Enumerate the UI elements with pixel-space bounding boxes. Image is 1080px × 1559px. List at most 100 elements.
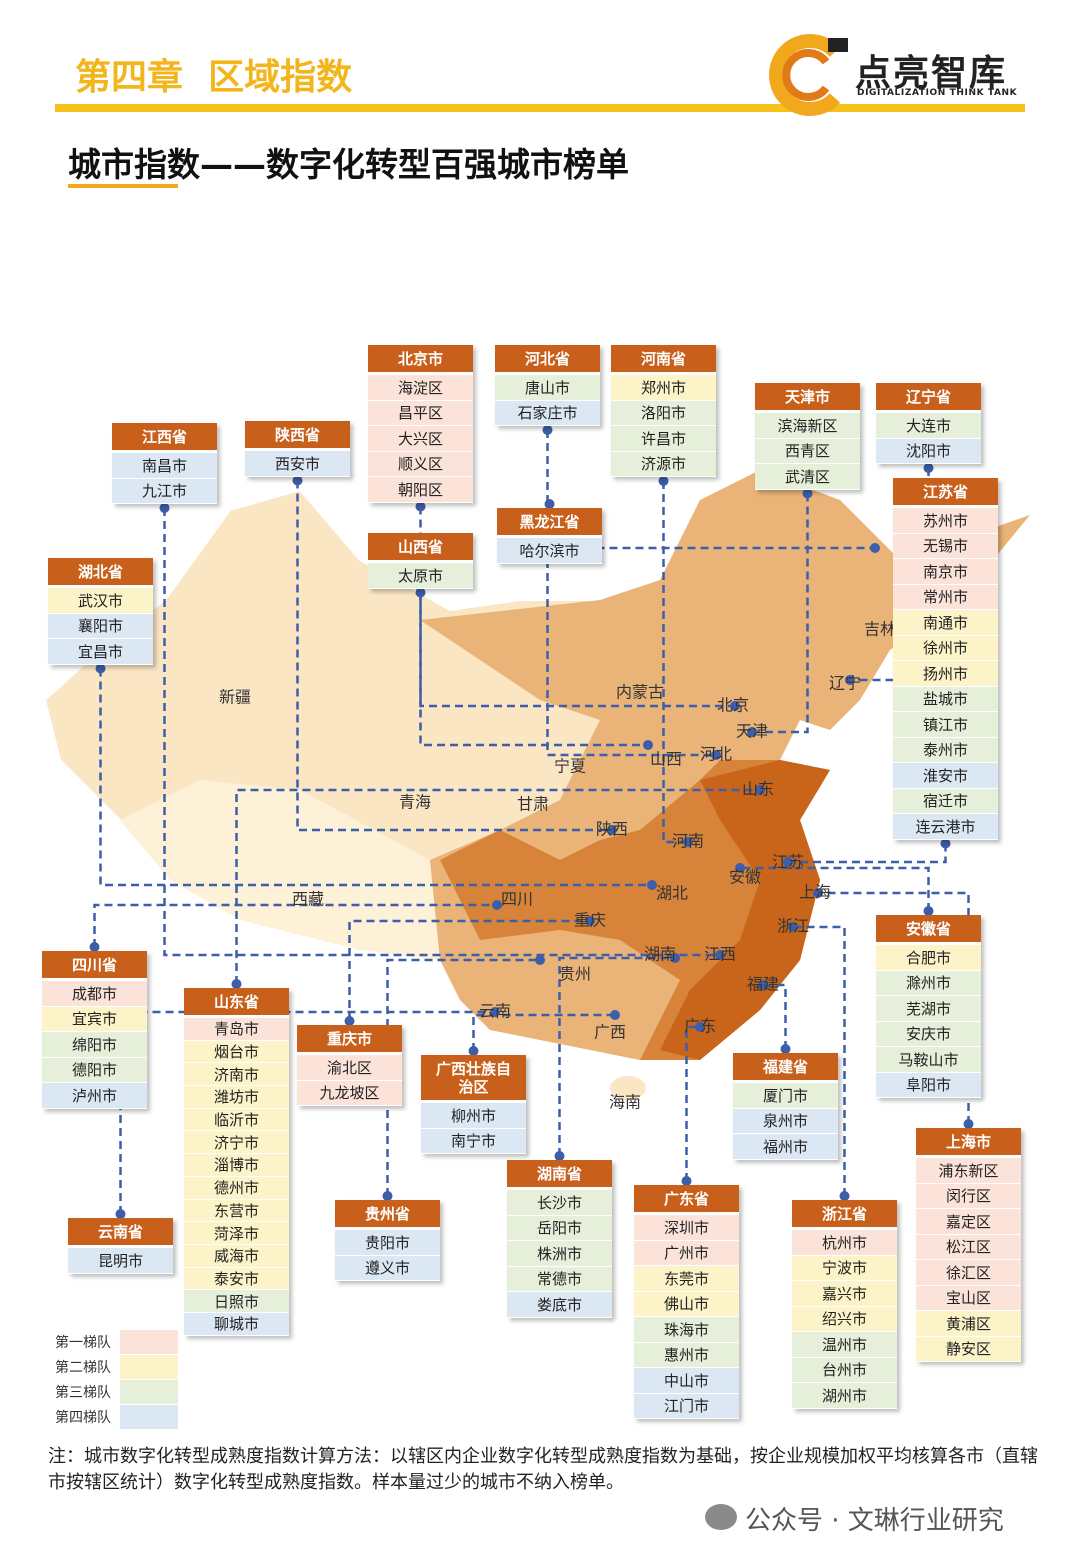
- watermark-icon: [705, 1504, 737, 1530]
- connector-dot: [585, 916, 595, 926]
- city: 镇江市: [893, 712, 998, 738]
- city: 渝北区: [297, 1055, 402, 1081]
- legend-swatch: [120, 1330, 178, 1354]
- map-label: 四川: [501, 890, 533, 909]
- connector: [752, 493, 809, 734]
- region-name: 河南省: [611, 345, 716, 375]
- connector-dot: [695, 1022, 705, 1032]
- city: 宝山区: [916, 1285, 1021, 1311]
- map-label: 江西: [704, 945, 736, 964]
- connector-dot: [755, 785, 765, 795]
- map-label: 湖北: [656, 884, 688, 903]
- connector-dot: [607, 825, 617, 835]
- city: 大兴区: [368, 426, 473, 452]
- region-name: 湖北省: [48, 558, 153, 588]
- connector: [386, 958, 540, 1196]
- map-label: 天津: [736, 722, 768, 741]
- city: 芜湖市: [876, 996, 981, 1022]
- city: 绵阳市: [42, 1032, 147, 1058]
- map-label: 海南: [609, 1093, 641, 1112]
- city: 唐山市: [495, 375, 600, 401]
- city: 马鞍山市: [876, 1047, 981, 1073]
- region-box: 安徽省 合肥市 滁州市 芜湖市 安庆市 马鞍山市 阜阳市: [876, 915, 981, 1098]
- city: 湖州市: [792, 1383, 897, 1409]
- title-underline: [68, 184, 178, 188]
- connector-dot: [730, 701, 740, 711]
- map-label: 甘肃: [517, 795, 549, 814]
- city: 石家庄市: [495, 400, 600, 426]
- region-name: 广东省: [634, 1185, 739, 1215]
- region-name: 广西壮族自治区: [421, 1055, 526, 1103]
- region-box: 广西壮族自治区 柳州市 南宁市: [421, 1055, 526, 1154]
- region-name: 云南省: [68, 1218, 173, 1248]
- region-box: 四川省 成都市 宜宾市 绵阳市 德阳市 泸州市: [42, 951, 147, 1109]
- map-label: 贵州: [559, 965, 591, 984]
- connector-dot: [89, 942, 100, 952]
- city: 厦门市: [733, 1083, 838, 1109]
- region-name: 湖南省: [507, 1160, 612, 1190]
- legend-swatch: [120, 1355, 178, 1379]
- city: 宁波市: [792, 1255, 897, 1281]
- connector-dot: [415, 501, 426, 512]
- map-label: 江苏: [772, 853, 804, 872]
- city: 泉州市: [733, 1108, 838, 1134]
- city: 成都市: [42, 981, 147, 1007]
- connector-dot: [788, 922, 798, 932]
- legend-label: 第三梯队: [55, 1385, 111, 1401]
- city: 德州市: [184, 1176, 289, 1200]
- connector-dot: [783, 857, 793, 867]
- city: 常德市: [507, 1266, 612, 1292]
- city: 静安区: [916, 1336, 1021, 1362]
- connector-dot: [344, 1016, 355, 1026]
- connector-dot: [681, 1176, 692, 1186]
- connector-dot: [923, 906, 934, 916]
- connector-dot: [643, 740, 653, 750]
- connector: [763, 983, 787, 1049]
- city: 南京市: [893, 559, 998, 585]
- map-label: 安徽: [729, 868, 761, 887]
- city: 深圳市: [634, 1215, 739, 1241]
- connector-dot: [870, 543, 880, 553]
- logo-name: 点亮智库: [855, 53, 1008, 94]
- map-label: 内蒙古: [616, 683, 664, 702]
- city: 济南市: [184, 1063, 289, 1087]
- city: 临沂市: [184, 1108, 289, 1132]
- city: 沈阳市: [876, 438, 981, 464]
- map-label: 吉林: [864, 620, 896, 639]
- connector: [99, 668, 652, 887]
- map-label: 北京: [717, 696, 749, 715]
- map-label: 云南: [479, 1002, 511, 1021]
- connector-dot: [159, 503, 170, 513]
- connector-dot: [963, 1119, 974, 1129]
- map-label: 辽宁: [829, 674, 861, 693]
- map-label: 河南: [672, 832, 704, 851]
- region-name: 浙江省: [792, 1200, 897, 1230]
- city: 昌平区: [368, 400, 473, 426]
- region-name: 江苏省: [893, 478, 998, 508]
- connector-dot: [382, 1191, 393, 1201]
- map-label: 山西: [650, 750, 682, 769]
- region-box: 山西省 太原市: [368, 533, 473, 589]
- region-box: 辽宁省 大连市 沈阳市: [876, 383, 981, 464]
- region-name: 陕西省: [245, 421, 350, 451]
- region-name: 福建省: [733, 1053, 838, 1083]
- region-name: 江西省: [112, 423, 217, 453]
- connector-dot: [940, 838, 951, 849]
- city: 扬州市: [893, 661, 998, 687]
- city: 洛阳市: [611, 400, 716, 426]
- city: 黄浦区: [916, 1311, 1021, 1337]
- city: 武汉市: [48, 588, 153, 614]
- city: 菏泽市: [184, 1222, 289, 1245]
- region-name: 贵州省: [335, 1200, 440, 1230]
- region-box: 浙江省 杭州市 宁波市 嘉兴市 绍兴市 温州市 台州市 湖州市: [792, 1200, 897, 1409]
- region-box: 江西省 南昌市 九江市: [112, 423, 217, 504]
- city: 徐汇区: [916, 1260, 1021, 1286]
- city: 阜阳市: [876, 1072, 981, 1098]
- city: 温州市: [792, 1332, 897, 1358]
- connector: [788, 843, 947, 864]
- region-box: 江苏省 苏州市 无锡市 南京市 常州市 南通市 徐州市 扬州市 盐城市 镇江市 泰州市 淮安市 宿迁市连…: [893, 478, 998, 840]
- city: 淮安市: [893, 763, 998, 789]
- connector-dot: [554, 1151, 565, 1161]
